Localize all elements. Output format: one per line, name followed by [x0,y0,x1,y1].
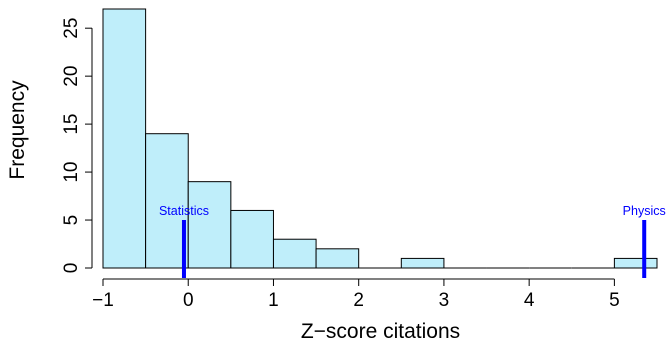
y-tick-label: 25 [61,18,82,39]
annotation-label-1: Physics [623,204,666,218]
y-tick-label: 15 [61,114,82,135]
y-tick-label: 0 [61,263,82,274]
x-tick-label: 2 [353,290,364,311]
histogram-bars [102,8,658,269]
x-axis-title: Z−score citations [301,320,460,343]
x-tick-label: 0 [183,290,194,311]
x-axis: −1 0 1 2 3 4 5 [92,278,620,311]
histogram-bar-0 [102,8,147,269]
x-tick-label: 5 [609,290,620,311]
histogram-bar-5 [315,248,360,269]
y-axis: 0 5 10 15 20 25 [61,18,93,274]
y-axis-title: Frequency [6,80,29,180]
histogram-bar-7 [400,257,445,269]
annotations: Statistics Physics [159,204,666,278]
y-tick-label: 5 [61,215,82,226]
y-tick-label: 20 [61,66,82,87]
x-tick-label: 4 [524,290,535,311]
histogram-bar-12 [613,257,658,269]
x-tick-label: 3 [439,290,450,311]
histogram-bar-1 [145,133,189,269]
histogram-bar-4 [272,238,317,269]
y-tick-label: 10 [61,162,82,183]
x-tick-label: −1 [92,290,114,311]
annotation-label-0: Statistics [159,204,209,218]
x-tick-label: 1 [268,290,279,311]
histogram-bar-2 [187,181,232,269]
histogram-bar-3 [230,209,274,269]
